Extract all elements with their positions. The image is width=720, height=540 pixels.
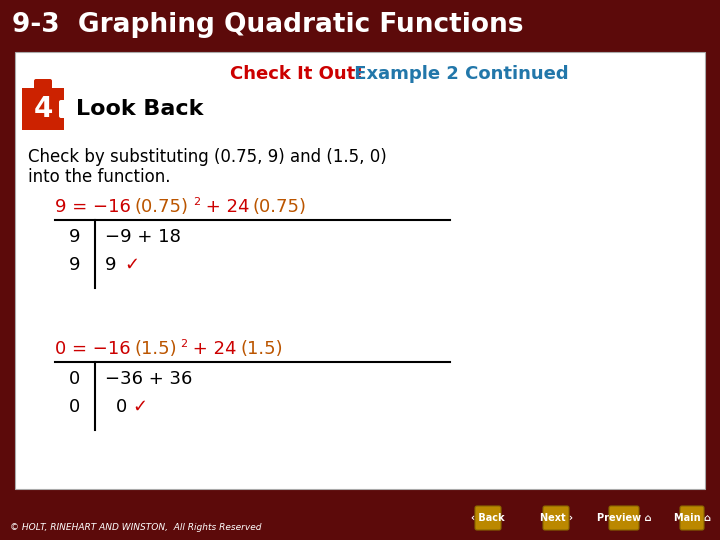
Text: 9: 9: [69, 256, 81, 274]
FancyBboxPatch shape: [0, 493, 720, 540]
Text: Check It Out!: Check It Out!: [230, 65, 364, 83]
Text: ‹ Back: ‹ Back: [471, 513, 505, 523]
Text: 0 = −16: 0 = −16: [55, 340, 130, 358]
Text: (0.75): (0.75): [253, 198, 307, 216]
Text: Check by substituting (0.75, 9) and (1.5, 0): Check by substituting (0.75, 9) and (1.5…: [28, 148, 387, 166]
Text: Look Back: Look Back: [76, 99, 203, 119]
FancyBboxPatch shape: [22, 88, 64, 130]
Text: + 24: + 24: [200, 198, 250, 216]
FancyBboxPatch shape: [543, 506, 569, 530]
Text: Example 2 Continued: Example 2 Continued: [348, 65, 569, 83]
Text: Main ⌂: Main ⌂: [673, 513, 711, 523]
FancyBboxPatch shape: [475, 506, 501, 530]
FancyBboxPatch shape: [680, 506, 704, 530]
Text: into the function.: into the function.: [28, 168, 171, 186]
FancyBboxPatch shape: [609, 506, 639, 530]
Text: + 24: + 24: [187, 340, 236, 358]
Text: 9: 9: [105, 256, 117, 274]
Text: 2: 2: [180, 339, 187, 349]
Text: 4: 4: [33, 95, 53, 123]
Text: 9-3  Graphing Quadratic Functions: 9-3 Graphing Quadratic Functions: [12, 12, 523, 38]
FancyBboxPatch shape: [59, 100, 73, 118]
Text: −9 + 18: −9 + 18: [105, 228, 181, 246]
FancyBboxPatch shape: [15, 52, 705, 489]
Text: ✓: ✓: [124, 256, 139, 274]
Text: ✓: ✓: [132, 398, 147, 416]
Text: 0: 0: [69, 370, 81, 388]
Text: 0: 0: [116, 398, 127, 416]
Text: −36 + 36: −36 + 36: [105, 370, 192, 388]
Text: Next ›: Next ›: [539, 513, 572, 523]
Text: (0.75): (0.75): [134, 198, 188, 216]
Text: (1.5): (1.5): [134, 340, 176, 358]
Text: (1.5): (1.5): [240, 340, 283, 358]
FancyBboxPatch shape: [0, 0, 720, 50]
Text: 9: 9: [69, 228, 81, 246]
FancyBboxPatch shape: [34, 79, 52, 93]
Text: © HOLT, RINEHART AND WINSTON,  All Rights Reserved: © HOLT, RINEHART AND WINSTON, All Rights…: [10, 523, 261, 531]
Text: Preview ⌂: Preview ⌂: [597, 513, 652, 523]
Text: 0: 0: [69, 398, 81, 416]
Text: 9 = −16: 9 = −16: [55, 198, 131, 216]
Text: 2: 2: [193, 197, 200, 207]
